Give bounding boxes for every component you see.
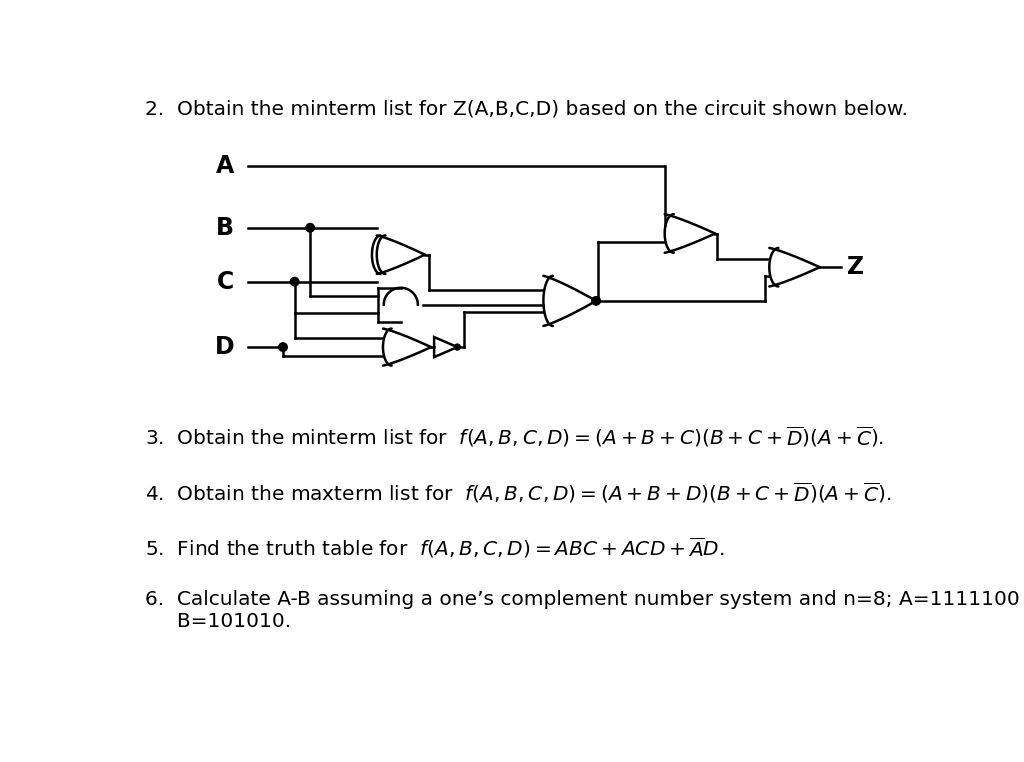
Circle shape [291,277,299,286]
Text: B: B [216,216,234,240]
Text: D: D [215,335,234,359]
Text: C: C [217,270,234,293]
Circle shape [279,343,288,351]
Text: 5.  Find the truth table for  $f(A,B,C,D)=ABC+ACD+\overline{A}D$.: 5. Find the truth table for $f(A,B,C,D)=… [145,535,725,560]
Text: Z: Z [847,255,864,279]
Circle shape [306,223,314,232]
Circle shape [592,296,600,305]
Text: 3.  Obtain the minterm list for  $f(A,B,C,D)=(A+B+C)(B+C+\overline{D})(A+\overli: 3. Obtain the minterm list for $f(A,B,C,… [145,424,884,449]
Text: 4.  Obtain the maxterm list for  $f(A,B,C,D)=(A+B+D)(B+C+\overline{D})(A+\overli: 4. Obtain the maxterm list for $f(A,B,C,… [145,479,892,504]
Text: 6.  Calculate A-B assuming a one’s complement number system and n=8; A=1111100 a: 6. Calculate A-B assuming a one’s comple… [145,591,1024,632]
Circle shape [455,344,461,350]
Text: 2.  Obtain the minterm list for Z(A,B,C,D) based on the circuit shown below.: 2. Obtain the minterm list for Z(A,B,C,D… [145,99,908,118]
Text: A: A [216,154,234,178]
